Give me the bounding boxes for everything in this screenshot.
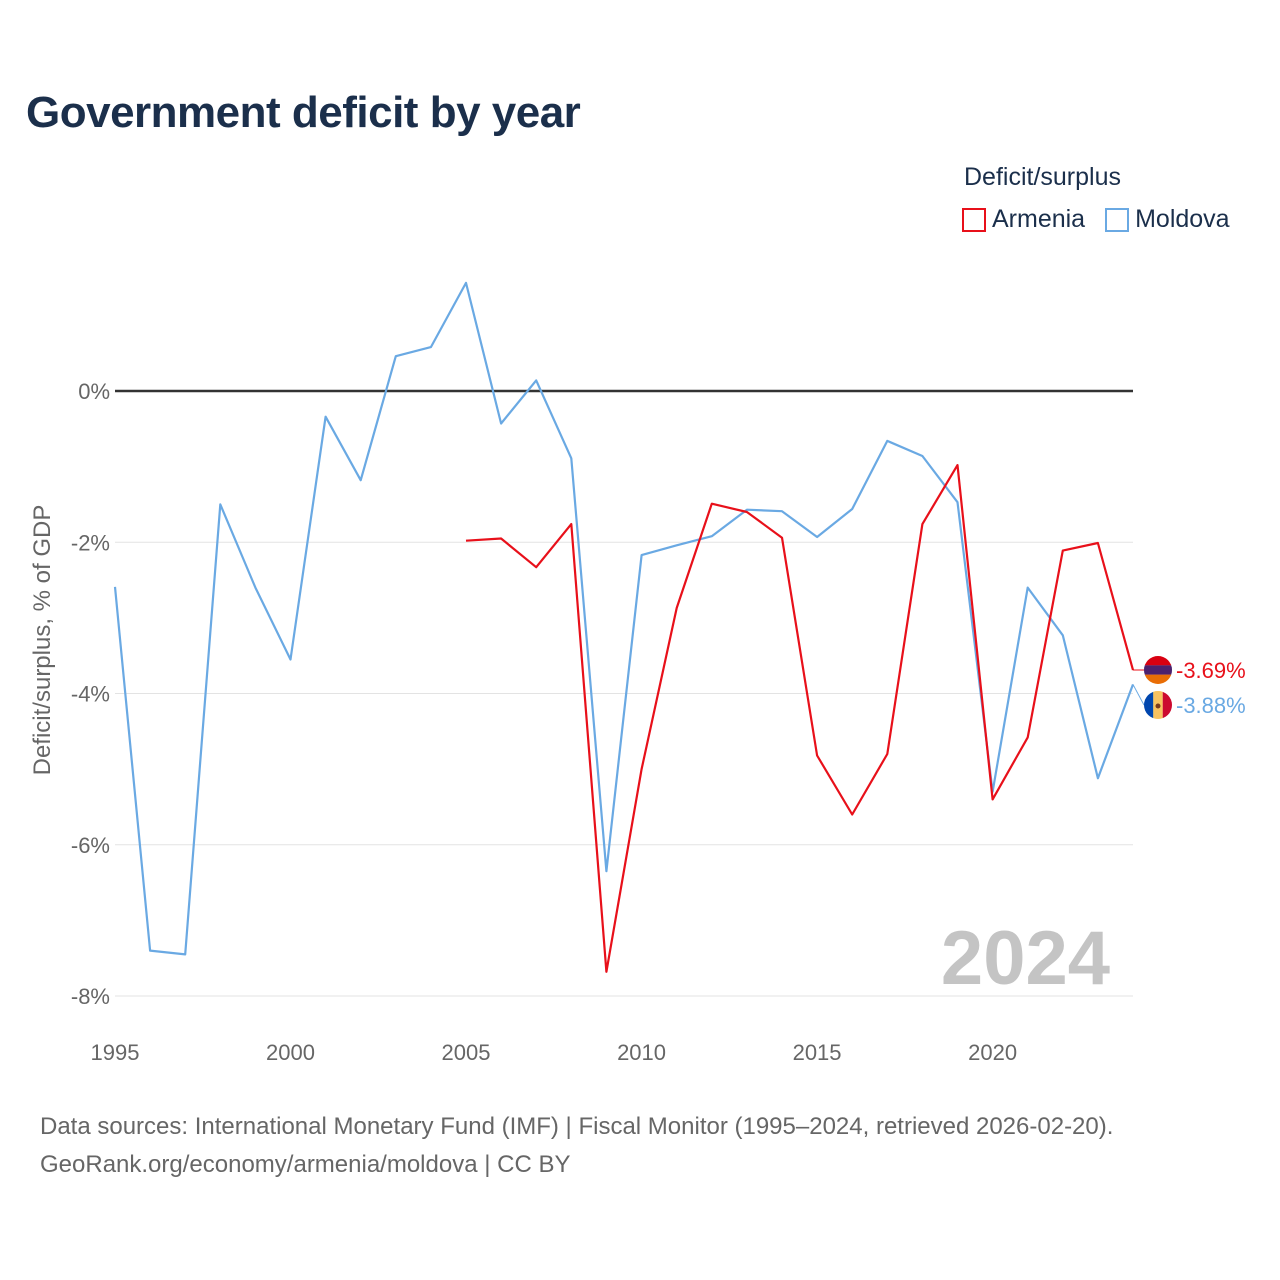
x-axis-ticks: 1995 2000 2005 2010 2015 2020: [91, 1040, 1018, 1065]
x-tick-label: 1995: [91, 1040, 140, 1065]
y-tick-label: 0%: [78, 379, 110, 404]
legend-label-armenia: Armenia: [992, 205, 1086, 233]
x-tick-label: 2020: [968, 1040, 1017, 1065]
y-tick-label: -2%: [71, 530, 110, 555]
series-end-labels: -3.88% -3.69%: [1132, 656, 1246, 719]
flag-moldova-icon: [1144, 691, 1172, 719]
legend-item-armenia[interactable]: Armenia: [962, 205, 1085, 234]
source-note: Data sources: International Monetary Fun…: [40, 1108, 1113, 1184]
legend-item-moldova[interactable]: Moldova: [1105, 205, 1230, 234]
series-line-moldova[interactable]: [113, 281, 1135, 956]
legend-title: Deficit/surplus: [964, 163, 1121, 191]
y-axis-ticks: 0% -2% -4% -6% -8%: [71, 379, 110, 1009]
x-tick-label: 2005: [442, 1040, 491, 1065]
flag-armenia-icon: [1144, 656, 1172, 684]
x-tick-label: 2000: [266, 1040, 315, 1065]
legend: Armenia Moldova: [962, 205, 1230, 234]
series-line-armenia[interactable]: [465, 464, 1135, 973]
legend-swatch-moldova: [1105, 207, 1130, 232]
y-tick-label: -4%: [71, 682, 110, 707]
chart-title: Government deficit by year: [26, 88, 581, 137]
y-axis-label: Deficit/surplus, % of GDP: [29, 505, 56, 776]
y-tick-label: -8%: [71, 984, 110, 1009]
year-watermark: 2024: [941, 916, 1110, 1001]
end-label-connector-moldova: [1132, 684, 1145, 706]
end-label-armenia: -3.69%: [1176, 658, 1246, 683]
legend-label-moldova: Moldova: [1135, 205, 1230, 233]
x-tick-label: 2015: [793, 1040, 842, 1065]
y-tick-label: -6%: [71, 833, 110, 858]
legend-swatch-armenia: [962, 207, 986, 232]
end-label-moldova: -3.88%: [1176, 693, 1246, 718]
source-line-1: Data sources: International Monetary Fun…: [40, 1113, 1114, 1140]
gridlines: [115, 389, 1133, 997]
x-tick-label: 2010: [617, 1040, 666, 1065]
source-line-2: GeoRank.org/economy/armenia/moldova | CC…: [40, 1151, 571, 1178]
series-lines: [113, 281, 1135, 973]
